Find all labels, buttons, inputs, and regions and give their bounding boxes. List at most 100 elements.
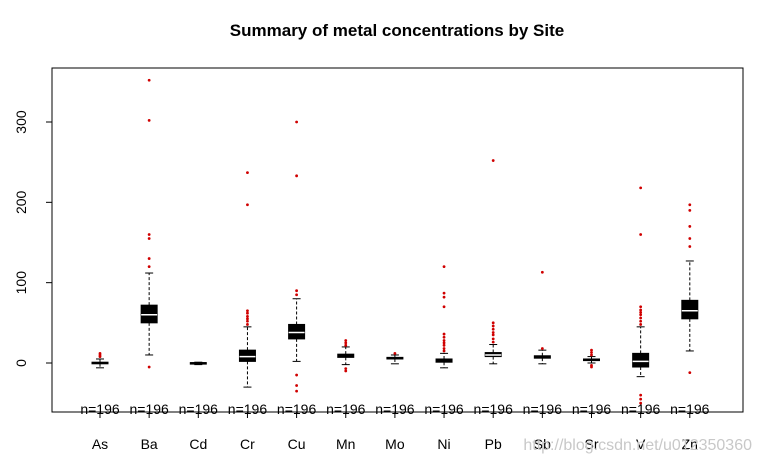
outlier-point [147, 257, 151, 260]
outlier-point [344, 369, 348, 373]
x-tick-label: Mn [336, 436, 355, 452]
watermark-text: http://blog.csdn.net/u012350360 [523, 437, 752, 454]
box-sr [583, 348, 600, 369]
outlier-point [344, 341, 348, 345]
outlier-point [442, 349, 446, 353]
outlier-point [147, 237, 151, 240]
iqr-box [140, 304, 158, 324]
outlier-point [590, 348, 593, 352]
box-v [632, 186, 650, 405]
iqr-box [681, 299, 699, 320]
outlier-point [590, 364, 593, 367]
outlier-point [246, 309, 249, 313]
outlier-point [639, 308, 643, 312]
outlier-point [491, 340, 495, 344]
x-tick-label: Ni [437, 436, 450, 452]
y-tick-label: 0 [13, 359, 29, 367]
plot-area-frame [51, 67, 744, 413]
x-tick-label: Cr [240, 436, 255, 452]
outlier-point [147, 265, 151, 268]
sample-size-label: n=196 [523, 401, 563, 417]
outlier-point [639, 316, 643, 320]
sample-size-label: n=196 [424, 401, 464, 417]
outlier-point [295, 384, 298, 387]
sample-size-labels: n=196 n=196 n=196 n=196 n=196 n=196 n=196 n=196… [80, 401, 709, 417]
box-ba [140, 78, 158, 369]
sample-size-label: n=196 [474, 401, 514, 417]
outlier-point [442, 295, 446, 299]
x-tick-label: Mo [385, 436, 405, 452]
box-mn [337, 339, 355, 373]
iqr-box [632, 352, 650, 368]
box-sb [533, 270, 551, 365]
box-cu [288, 120, 306, 393]
outlier-point [688, 208, 692, 212]
outlier-point [295, 289, 298, 293]
box-as [91, 351, 109, 369]
outlier-point [295, 373, 298, 377]
outlier-point [442, 332, 446, 336]
outlier-point [491, 321, 495, 325]
x-axis: As Ba Cd Cr Cu Mn Mo Ni Pb Sb Sr V Zn [92, 412, 698, 452]
outlier-point [639, 313, 643, 317]
outlier-point [246, 317, 249, 321]
outlier-point [590, 353, 593, 357]
outlier-point [639, 305, 643, 309]
outlier-point [639, 393, 643, 397]
chart-title: Summary of metal concentrations by Site [230, 21, 564, 40]
outlier-point [344, 343, 348, 347]
outlier-point [147, 118, 151, 122]
outlier-point [246, 311, 249, 315]
x-tick-label: V [636, 436, 646, 452]
box-ni [435, 265, 453, 369]
boxes-layer [91, 78, 699, 405]
sample-size-label: n=196 [572, 401, 612, 417]
outlier-point [344, 339, 348, 342]
box-mo [386, 351, 404, 365]
outlier-point [344, 367, 348, 371]
sample-size-label: n=196 [228, 401, 268, 417]
outlier-point [442, 343, 446, 347]
outlier-point [442, 305, 446, 309]
x-tick-label: Cd [189, 436, 207, 452]
y-tick-label: 200 [13, 190, 29, 214]
x-tick-label: Cu [288, 436, 306, 452]
outlier-point [688, 225, 692, 228]
outlier-point [295, 120, 298, 124]
outlier-point [98, 351, 102, 355]
outlier-point [295, 389, 298, 393]
outlier-point [295, 174, 298, 178]
sample-size-label: n=196 [277, 401, 317, 417]
outlier-point [246, 203, 249, 207]
outlier-point [393, 351, 397, 355]
outlier-point [639, 401, 643, 405]
outlier-point [442, 291, 446, 295]
box-pb [484, 159, 502, 365]
x-tick-label: Ba [141, 436, 158, 452]
x-tick-label: Sr [585, 436, 599, 452]
outlier-point [147, 365, 151, 369]
iqr-box [238, 349, 256, 362]
outlier-point [639, 233, 643, 236]
outlier-point [295, 293, 298, 297]
sample-size-label: n=196 [129, 401, 169, 417]
outlier-point [688, 203, 692, 207]
x-tick-label: Pb [485, 436, 502, 452]
box-zn [681, 203, 699, 375]
outlier-point [246, 319, 249, 323]
outlier-point [540, 347, 544, 350]
x-tick-label: Sb [534, 436, 551, 452]
box-cr [238, 171, 256, 388]
sample-size-label: n=196 [621, 401, 661, 417]
y-axis: 0 100 200 300 [13, 110, 52, 367]
outlier-point [590, 351, 593, 354]
sample-size-label: n=196 [179, 401, 219, 417]
outlier-point [639, 186, 643, 190]
sample-size-label: n=196 [670, 401, 710, 417]
y-tick-label: 300 [13, 110, 29, 134]
outlier-point [246, 171, 249, 175]
x-tick-label: As [92, 436, 108, 452]
outlier-point [688, 245, 692, 248]
outlier-point [639, 319, 643, 323]
